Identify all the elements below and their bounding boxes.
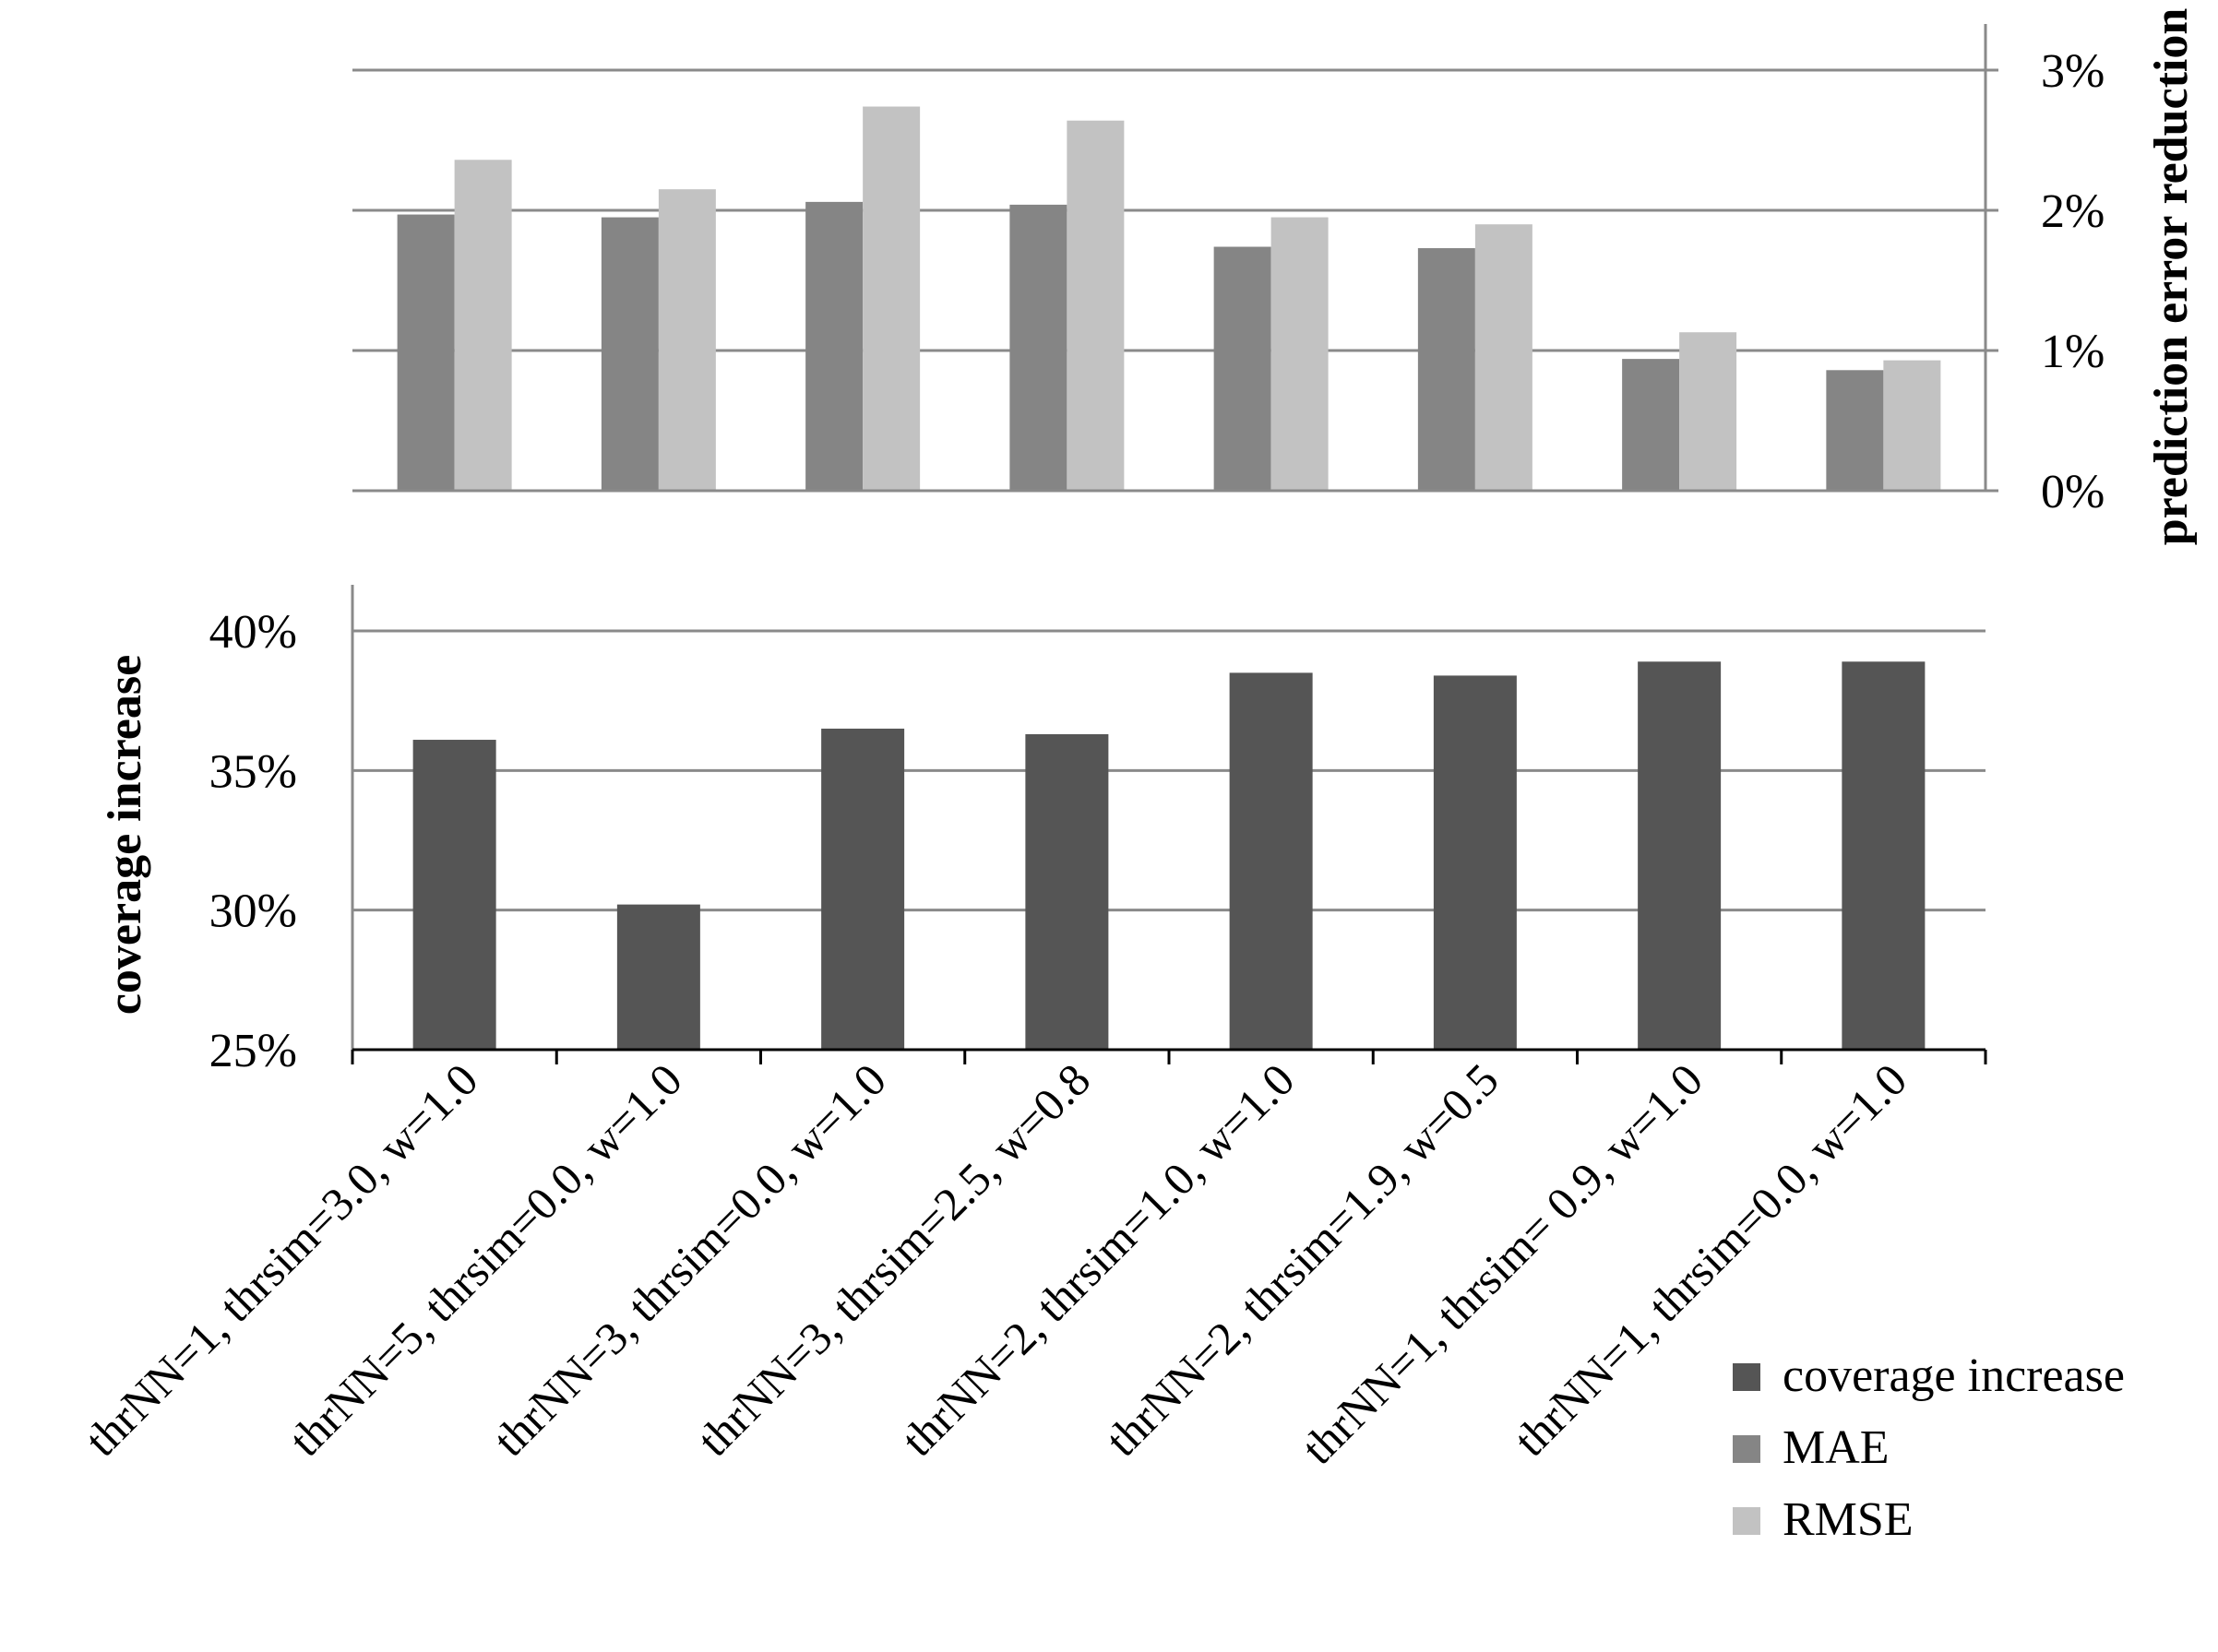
- bottom-bar-coverage-increase: [1842, 661, 1926, 1050]
- bottom-bar-coverage-increase: [1433, 675, 1517, 1050]
- top-bars: [397, 106, 1941, 492]
- x-category-label: thrNN=3, thrsim=2.5, w=0.8: [687, 1053, 1100, 1466]
- top-bar-rmse: [863, 106, 921, 492]
- top-bar-rmse: [658, 189, 716, 491]
- top-y-tick-label: 1%: [2041, 326, 2105, 378]
- bottom-bar-coverage-increase: [616, 904, 700, 1050]
- legend-swatch: [1733, 1435, 1760, 1463]
- bottom-left-axis: 25% 30% 35% 40%: [209, 585, 354, 1077]
- x-category-label: thrNN=1, thrsim= 0.9, w=1.0: [1292, 1053, 1712, 1474]
- bottom-bar-coverage-increase: [1638, 661, 1722, 1050]
- bottom-y-axis-title: coverage increase: [99, 655, 151, 1015]
- x-category-label: thrNN=2, thrsim=1.0, w=1.0: [891, 1053, 1304, 1466]
- legend-label: MAE: [1783, 1421, 1890, 1474]
- top-bar-rmse: [1474, 224, 1532, 491]
- x-category-label: thrNN=1, thrsim=0.0, w=1.0: [1504, 1053, 1916, 1466]
- top-bar-mae: [1826, 370, 1884, 491]
- top-y-tick-label: 2%: [2041, 185, 2105, 238]
- top-right-axis: 0% 1% 2% 3%: [352, 24, 2105, 518]
- x-category-label: thrNN=5, thrsim=0.0, w=1.0: [280, 1053, 692, 1466]
- bottom-bar-coverage-increase: [412, 740, 496, 1050]
- top-y-tick-label: 3%: [2041, 45, 2105, 98]
- top-y-tick-label: 0%: [2041, 466, 2105, 518]
- top-y-axis-title: prediction error reduction: [2145, 8, 2198, 546]
- top-gridlines: [352, 68, 1985, 352]
- top-bar-mae: [397, 214, 455, 491]
- top-bar-rmse: [1883, 360, 1941, 491]
- legend-swatch: [1733, 1507, 1760, 1535]
- legend-label: coverage increase: [1783, 1349, 2125, 1402]
- top-bar-rmse: [1270, 217, 1329, 491]
- bottom-bar-coverage-increase: [821, 728, 905, 1050]
- legend-swatch: [1733, 1363, 1760, 1391]
- bottom-bars: [412, 661, 1926, 1050]
- bottom-y-tick-label: 35%: [209, 745, 297, 798]
- bottom-y-tick-label: 25%: [209, 1025, 297, 1077]
- x-category-label: thrNN=2, thrsim=1.9, w=0.5: [1096, 1053, 1508, 1466]
- bottom-y-tick-label: 40%: [209, 606, 297, 659]
- top-bar-mae: [1417, 248, 1475, 491]
- top-bar-mae: [1009, 204, 1067, 492]
- top-bar-rmse: [1067, 120, 1125, 491]
- x-category-label: thrNN=1, thrsim=3.0, w=1.0: [75, 1053, 487, 1466]
- bottom-gridlines: [352, 629, 1985, 912]
- bottom-bar-coverage-increase: [1025, 733, 1109, 1050]
- legend-label: RMSE: [1783, 1493, 1914, 1546]
- legend: coverage increase MAE RMSE: [1733, 1349, 2125, 1546]
- bottom-panel-coverage: 25% 30% 35% 40% coverage increase: [99, 585, 1985, 1077]
- top-panel-prediction-error: 0% 1% 2% 3% prediction error reduction: [352, 8, 2198, 546]
- top-bar-mae: [601, 217, 659, 491]
- top-bar-mae: [1622, 359, 1680, 491]
- top-bar-rmse: [1679, 332, 1737, 491]
- bottom-y-tick-label: 30%: [209, 885, 297, 938]
- top-bar-mae: [805, 201, 864, 491]
- top-bar-mae: [1213, 246, 1271, 491]
- top-bar-rmse: [454, 160, 512, 491]
- x-category-label: thrNN=3, thrsim=0.0, w=1.0: [483, 1053, 896, 1466]
- bottom-bar-coverage-increase: [1229, 672, 1313, 1050]
